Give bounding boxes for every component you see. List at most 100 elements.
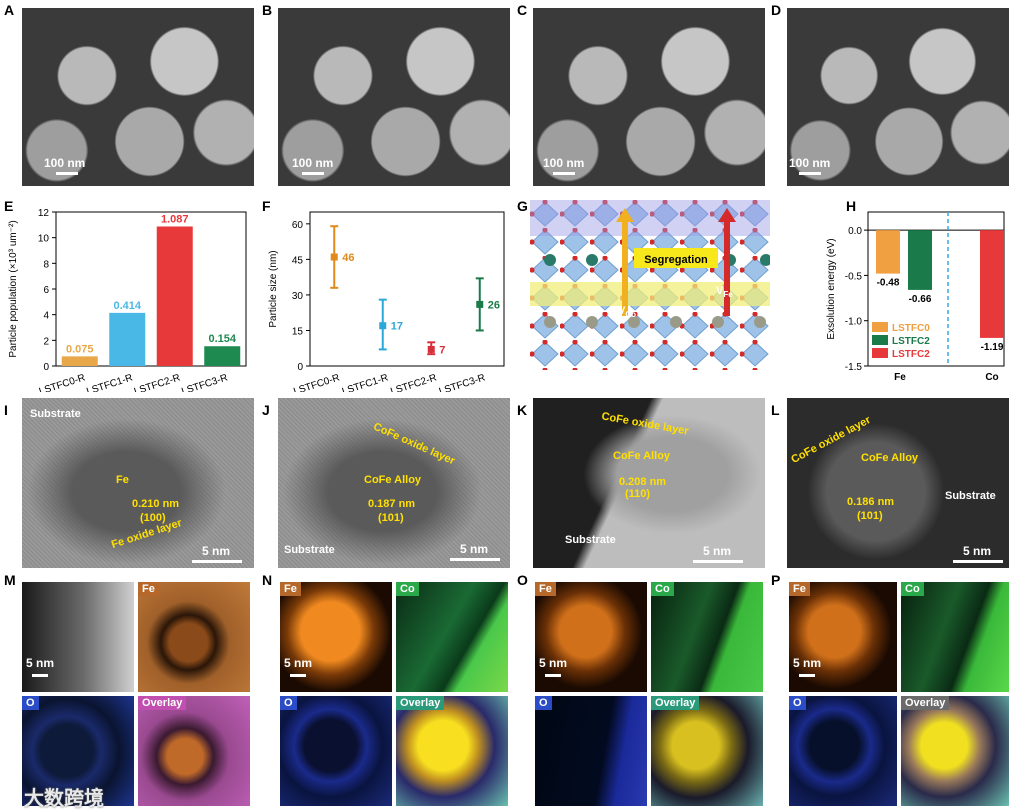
data-label: -0.66 <box>909 294 932 305</box>
tem-image-l: CoFe oxide layer CoFe Alloy 0.186 nm (10… <box>787 398 1009 568</box>
eds-map-m: 5 nm Fe O Overlay <box>22 582 250 806</box>
scale-text: 5 nm <box>460 542 489 556</box>
y-axis-label: Exsolution energy (eV) <box>826 238 837 339</box>
data-point <box>476 300 484 308</box>
data-label: 0.414 <box>113 300 141 312</box>
o-tag: O <box>22 696 39 710</box>
co-tag: Co <box>651 582 674 596</box>
panel-label-b: B <box>262 2 273 18</box>
y-tick-label: 30 <box>292 291 304 302</box>
panel-label-h: H <box>846 198 857 214</box>
bar <box>61 356 98 366</box>
bar <box>204 346 241 366</box>
fe-tag: Fe <box>789 582 810 596</box>
x-tick-label: Co <box>985 372 998 383</box>
crystal-structure-g: Segregation VCo VFe <box>530 200 770 370</box>
hkl-label: (100) <box>140 512 166 524</box>
sem-image-c: 100 nm <box>533 8 765 186</box>
plot-frame <box>309 211 505 367</box>
substrate-label: Substrate <box>945 490 996 502</box>
eds-map-o: Fe 5 nm Co O Overlay <box>535 582 763 806</box>
y-tick-label: 15 <box>292 326 304 337</box>
y-tick-label: 45 <box>292 255 304 266</box>
legend-label: LSTFC0 <box>892 323 930 334</box>
data-label: 0.154 <box>208 333 236 345</box>
segregation-box <box>634 248 718 268</box>
bar <box>156 226 193 366</box>
co-map: Co <box>901 582 1009 692</box>
haadf-image: 5 nm <box>22 582 134 692</box>
x-tick-label: LSTFC3-R <box>180 372 229 392</box>
bar <box>908 230 932 290</box>
co-arrow-shaft <box>622 220 628 316</box>
overlay-tag: Overlay <box>396 696 445 710</box>
y-tick-label: 60 <box>292 220 304 231</box>
overlay-map: Overlay <box>138 696 250 806</box>
panel-label-l: L <box>771 402 780 418</box>
scale-text: 100 nm <box>543 156 585 170</box>
overlay-tag: Overlay <box>651 696 700 710</box>
panel-label-d: D <box>771 2 782 18</box>
scale-bar <box>799 674 815 677</box>
scale-bar <box>553 172 575 175</box>
y-tick-label: -1.0 <box>845 317 863 328</box>
scale-bar <box>192 560 242 563</box>
scale-text: 5 nm <box>963 544 992 558</box>
substrate-label: Substrate <box>565 534 616 546</box>
y-tick-label: 0 <box>297 362 303 373</box>
watermark: 大数跨境 <box>24 786 104 810</box>
scale-text: 5 nm <box>539 656 568 670</box>
scale-bar <box>56 172 78 175</box>
o-map: O <box>789 696 897 806</box>
bar <box>980 230 1004 338</box>
hkl-label: (101) <box>378 512 404 524</box>
d-spacing-label: 0.210 nm <box>132 498 180 510</box>
hkl-label: (101) <box>857 510 883 522</box>
data-label: 0.075 <box>66 343 94 355</box>
scale-bar <box>302 172 324 175</box>
co-tag: Co <box>901 582 924 596</box>
segregation-layer <box>530 282 770 306</box>
surface-layer <box>530 200 770 236</box>
panel-label-p: P <box>771 572 781 588</box>
x-tick-label: LSTFC0-R <box>292 372 341 392</box>
x-tick-label: LSTFC2-R <box>133 372 182 392</box>
y-axis-label: Particle size (nm) <box>268 250 279 327</box>
panel-label-n: N <box>262 572 273 588</box>
data-point <box>427 345 435 353</box>
x-tick-label: LSTFC2-R <box>389 372 438 392</box>
o-tag: O <box>535 696 552 710</box>
co-arrow-head <box>616 208 634 222</box>
y-tick-label: 8 <box>43 259 49 270</box>
substrate-label: Substrate <box>30 408 81 420</box>
panel-label-m: M <box>4 572 16 588</box>
eds-map-p: Fe 5 nm Co O Overlay <box>789 582 1009 806</box>
alloy-label: CoFe Alloy <box>861 452 919 464</box>
scale-text: 5 nm <box>26 656 55 670</box>
scale-text: 100 nm <box>292 156 334 170</box>
scale-text: 5 nm <box>202 544 231 558</box>
d-spacing-label: 0.186 nm <box>847 496 895 508</box>
scale-text: 100 nm <box>789 156 831 170</box>
y-axis-label: Particle population (×10³ um⁻²) <box>8 220 19 357</box>
data-label: 7 <box>439 344 445 356</box>
sem-image-b: 100 nm <box>278 8 510 186</box>
overlay-map: Overlay <box>901 696 1009 806</box>
fe-arrow-shaft <box>724 220 730 316</box>
panel-label-a: A <box>4 2 15 18</box>
data-label: 46 <box>342 252 354 264</box>
panel-label-e: E <box>4 198 14 214</box>
co-map: Co <box>651 582 763 692</box>
co-tag: Co <box>396 582 419 596</box>
chart-h-exsolution-energy: 0.0 -0.5 -1.0 -1.5 Exsolution energy (eV) -0.… <box>826 211 1005 383</box>
o-tag: O <box>280 696 297 710</box>
data-point <box>379 322 387 330</box>
y-tick-label: 0.0 <box>848 226 862 237</box>
scale-bar <box>693 560 743 563</box>
scale-text: 5 nm <box>703 544 732 558</box>
fe-tag: Fe <box>138 582 159 596</box>
panel-label-c: C <box>517 2 528 18</box>
overlay-map: Overlay <box>396 696 508 806</box>
fe-map: Fe 5 nm <box>280 582 392 692</box>
tem-image-i: Substrate Fe 0.210 nm (100) Fe oxide lay… <box>22 398 254 568</box>
